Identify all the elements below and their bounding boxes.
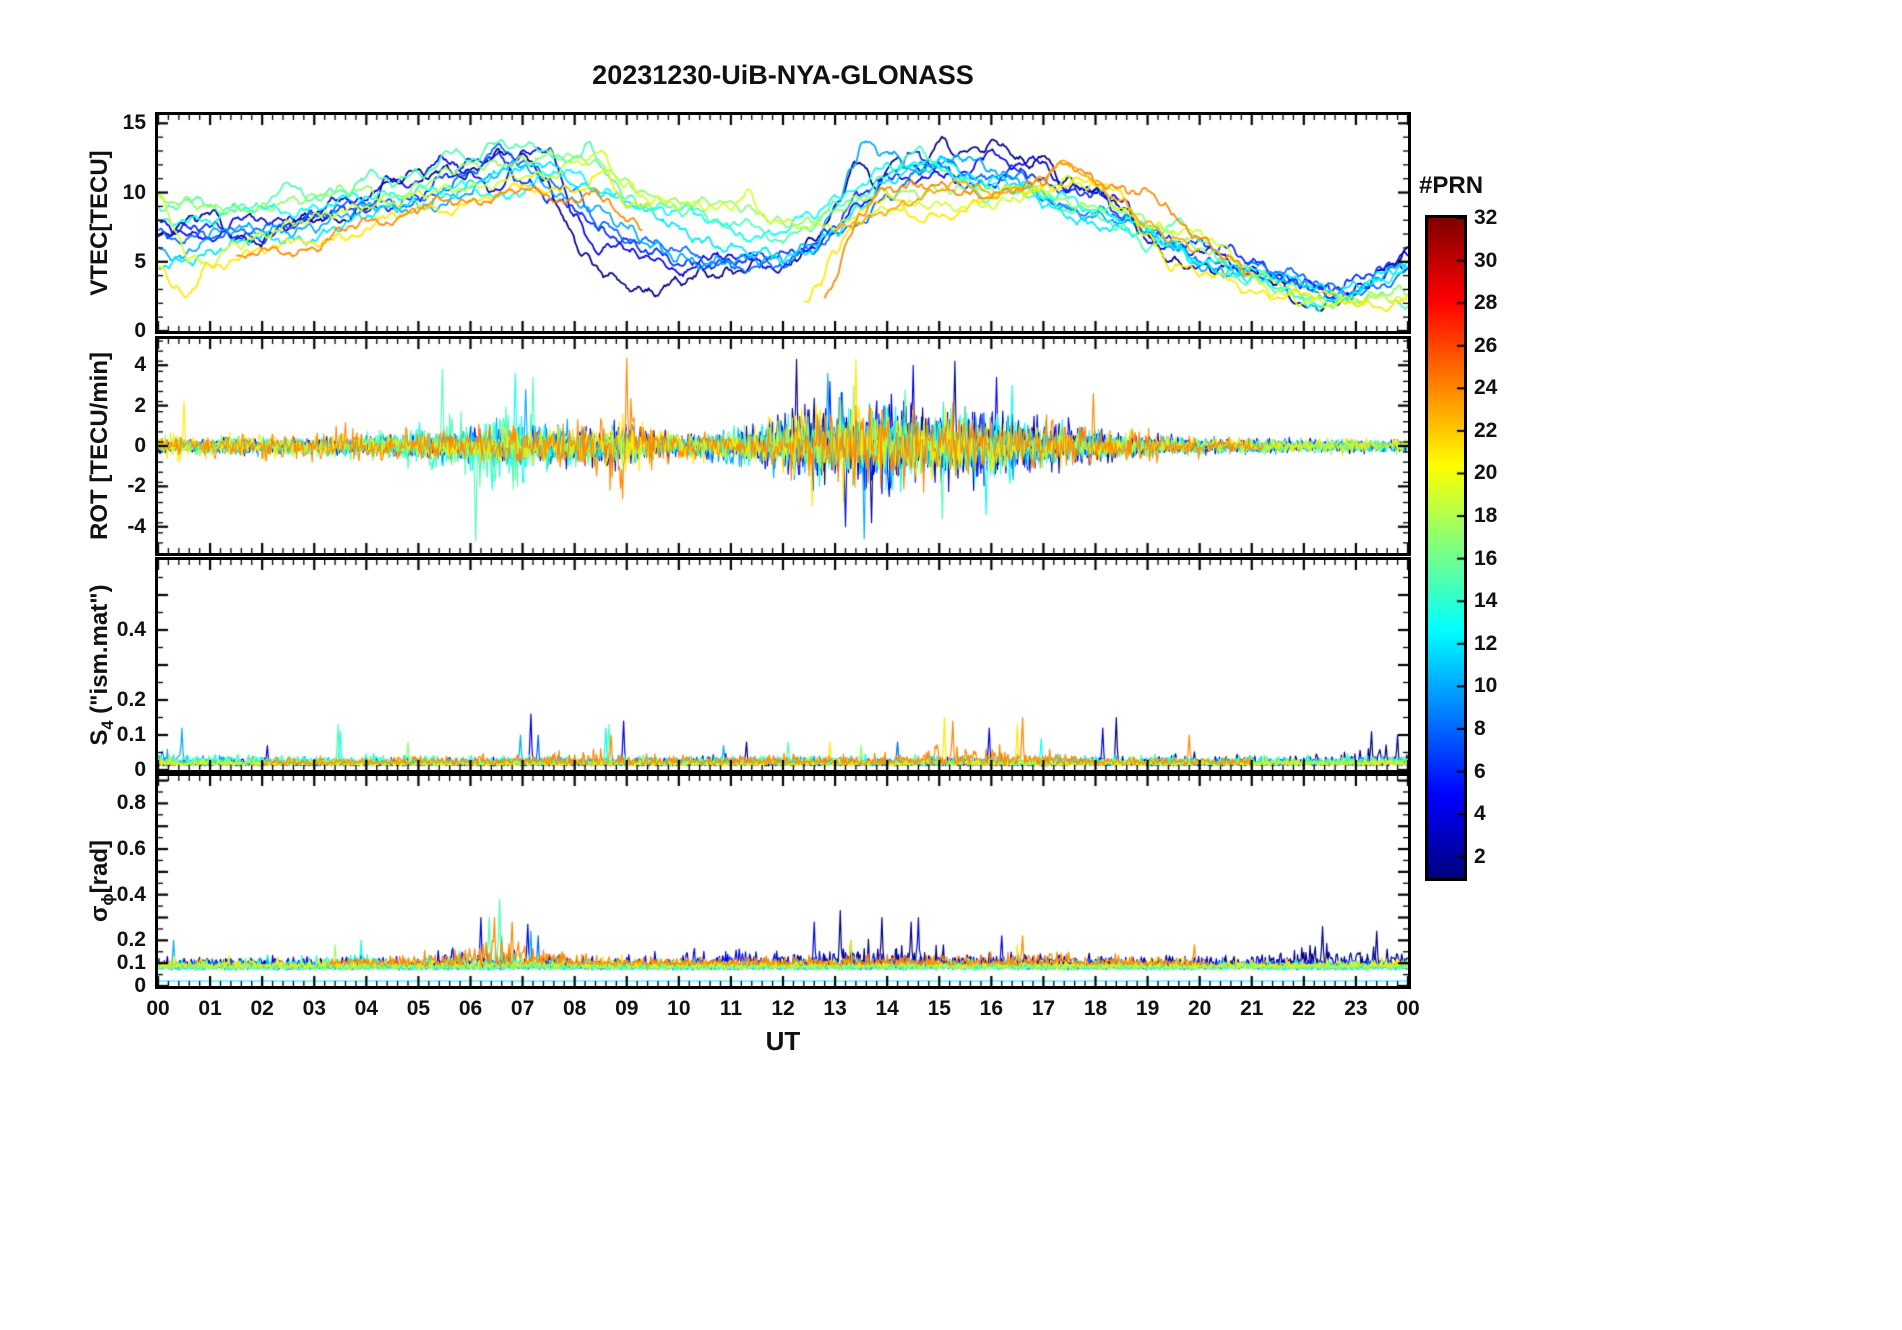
- sigma-phi-plot-canvas: [155, 773, 1411, 989]
- x-tick-label: 03: [302, 997, 326, 1020]
- colorbar-tick-label: 2: [1474, 844, 1486, 868]
- colorbar-tick-label: 10: [1474, 674, 1498, 698]
- s4-plot-canvas: [155, 557, 1411, 773]
- colorbar-tick-label: 12: [1474, 631, 1498, 655]
- colorbar-tick-label: 30: [1474, 248, 1498, 272]
- x-tick-label: 08: [562, 997, 587, 1020]
- vtec-plot-canvas: [155, 112, 1411, 334]
- x-tick-label: 00: [1396, 997, 1420, 1020]
- x-tick-label: 06: [458, 997, 483, 1020]
- y-tick-label: 0: [134, 434, 146, 457]
- y-tick-label: 0: [134, 758, 146, 781]
- x-tick-label: 07: [510, 997, 535, 1020]
- y-tick-label: 0.2: [116, 928, 146, 952]
- x-tick-label: 14: [875, 997, 899, 1020]
- x-tick-label: 18: [1083, 997, 1108, 1020]
- figure-title: 20231230-UiB-NYA-GLONASS: [592, 60, 974, 90]
- colorbar-tick-label: 16: [1474, 546, 1498, 570]
- x-tick-label: 04: [354, 997, 378, 1020]
- x-tick-label: 15: [927, 997, 951, 1020]
- y-tick-label: 0.1: [116, 951, 146, 975]
- colorbar-tick-label: 26: [1474, 333, 1498, 357]
- x-tick-label: 22: [1292, 997, 1316, 1020]
- x-tick-label: 02: [250, 997, 274, 1020]
- y-tick-label: 4: [134, 353, 146, 377]
- x-tick-label: 20: [1187, 997, 1212, 1020]
- colorbar-tick-label: 14: [1474, 589, 1498, 613]
- colorbar-tick-label: 20: [1474, 461, 1498, 485]
- x-tick-label: 01: [198, 997, 222, 1020]
- x-axis-label: UT: [765, 1026, 801, 1056]
- x-tick-label: 23: [1344, 997, 1368, 1020]
- x-tick-label: 11: [719, 997, 742, 1020]
- y-tick-label: 5: [134, 249, 146, 273]
- colorbar-tick-label: 22: [1474, 418, 1498, 442]
- y-tick-label: 0: [134, 319, 146, 342]
- x-tick-label: 13: [823, 997, 847, 1020]
- rot-plot-canvas: [155, 336, 1411, 556]
- x-tick-label: 19: [1135, 997, 1160, 1020]
- y-tick-label: 0.4: [116, 882, 146, 906]
- colorbar-title: #PRN: [1419, 172, 1484, 199]
- y-tick-label: 0.6: [116, 837, 146, 861]
- x-tick-label: 09: [615, 997, 639, 1020]
- y-tick-label: 0.8: [116, 791, 146, 815]
- y-tick-label: 10: [122, 180, 146, 204]
- colorbar-tick-label: 4: [1474, 802, 1486, 826]
- colorbar: [1425, 215, 1467, 881]
- y-tick-label: 2: [134, 393, 146, 417]
- colorbar-tick-label: 8: [1474, 716, 1486, 740]
- colorbar-tick-label: 6: [1474, 759, 1486, 783]
- y-tick-label: 0.1: [116, 723, 146, 746]
- colorbar-tick-label: 18: [1474, 504, 1498, 528]
- y-tick-label: 15: [122, 111, 146, 135]
- x-tick-label: 00: [146, 997, 170, 1020]
- colorbar-tick-label: 28: [1474, 291, 1498, 315]
- x-tick-label: 05: [406, 997, 431, 1020]
- colorbar-tick-label: 24: [1474, 376, 1498, 400]
- y-tick-label: 0.4: [116, 618, 146, 641]
- x-tick-label: 10: [667, 997, 691, 1020]
- y-tick-label: 0.2: [116, 688, 146, 711]
- y-tick-label: 0: [134, 974, 146, 997]
- x-tick-label: 12: [771, 997, 795, 1020]
- colorbar-tick-label: 32: [1474, 206, 1498, 229]
- y-tick-label: -4: [127, 514, 146, 538]
- x-tick-label: 21: [1240, 997, 1264, 1020]
- x-tick-label: 17: [1031, 997, 1056, 1020]
- y-tick-label: -2: [127, 474, 146, 498]
- x-tick-label: 16: [979, 997, 1003, 1020]
